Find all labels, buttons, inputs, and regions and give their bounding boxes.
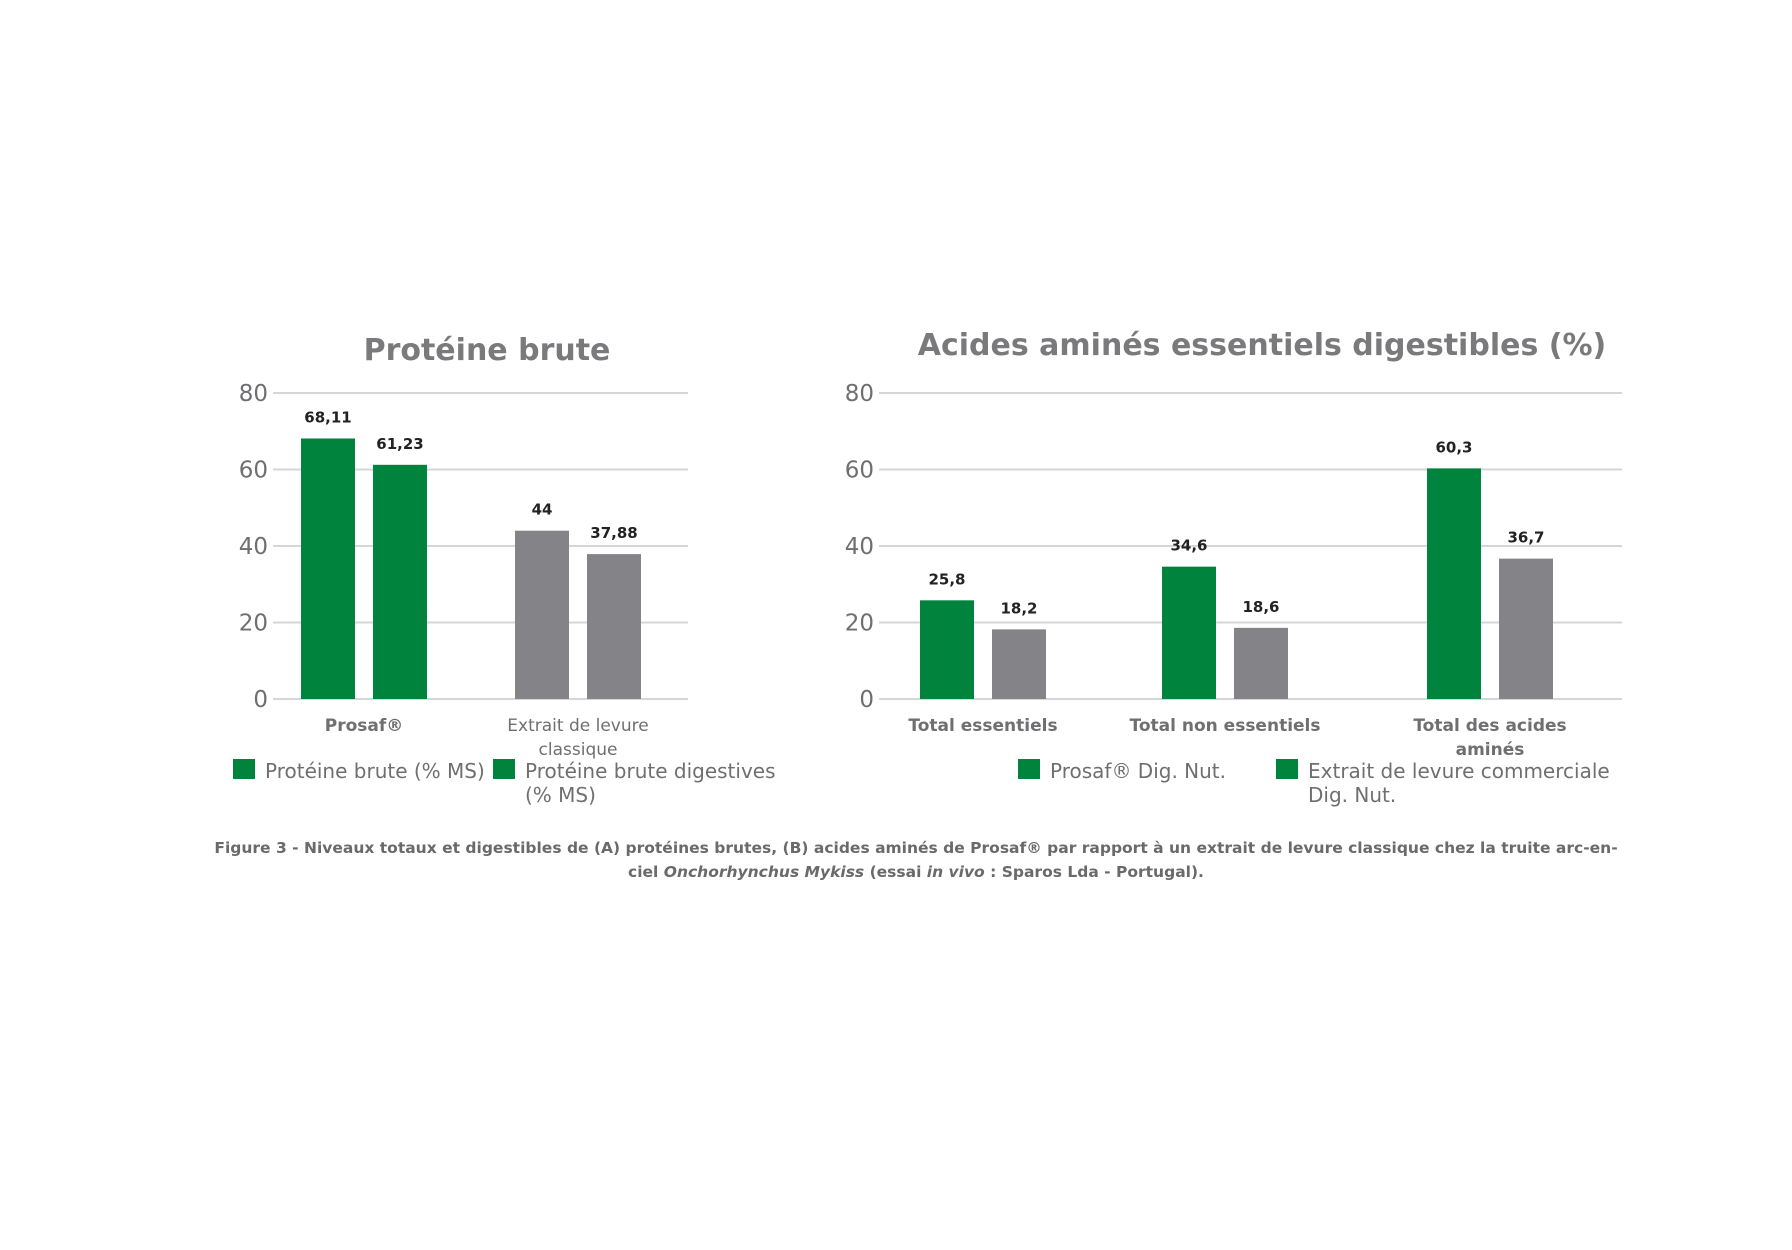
bar	[992, 629, 1046, 699]
legend-label: Prosaf® Dig. Nut.	[1050, 759, 1226, 783]
caption-species: Onchorhynchus Mykiss	[664, 863, 864, 881]
data-label: 37,88	[590, 524, 637, 542]
legend-label: Dig. Nut.	[1308, 783, 1396, 807]
y-tick-label: 0	[859, 687, 874, 713]
legend-swatch	[233, 759, 255, 779]
bar	[587, 554, 641, 699]
legend-label: Extrait de levure commerciale	[1308, 759, 1610, 783]
y-tick-label: 80	[239, 381, 268, 407]
chart-acides-amines: Acides aminés essentiels digestibles (%)…	[845, 328, 1622, 807]
data-label: 61,23	[376, 435, 423, 453]
figure-caption: Figure 3 - Niveaux totaux et digestibles…	[214, 839, 1617, 881]
bar	[920, 600, 974, 699]
category-label: Extrait de levure	[507, 716, 648, 736]
category-label: aminés	[1456, 740, 1525, 760]
bar	[1427, 468, 1481, 699]
y-tick-label: 40	[239, 534, 268, 560]
legend-label: Protéine brute (% MS)	[265, 759, 485, 783]
bar	[1234, 627, 1288, 699]
caption-in-vivo: in vivo	[927, 863, 985, 881]
y-tick-label: 60	[239, 458, 268, 484]
data-label: 18,6	[1242, 598, 1279, 616]
data-label: 25,8	[928, 570, 965, 588]
bar	[1499, 558, 1553, 699]
bar	[1162, 566, 1216, 699]
y-tick-label: 80	[845, 381, 874, 407]
bar	[515, 530, 569, 699]
data-label: 34,6	[1170, 537, 1207, 555]
legend-label: (% MS)	[525, 783, 596, 807]
y-tick-label: 0	[253, 687, 268, 713]
bar	[373, 464, 427, 699]
data-label: 44	[532, 501, 553, 519]
category-label: classique	[539, 740, 618, 760]
caption-line-2-part: (essai	[864, 863, 927, 881]
caption-line-2-part: ciel	[628, 863, 664, 881]
caption-line-2: ciel Onchorhynchus Mykiss (essai in vivo…	[628, 863, 1204, 881]
legend-swatch	[493, 759, 515, 779]
category-label: Prosaf®	[325, 716, 404, 736]
data-label: 36,7	[1507, 529, 1544, 547]
y-tick-label: 40	[845, 534, 874, 560]
legend-label: Protéine brute digestives	[525, 759, 776, 783]
y-tick-label: 20	[239, 611, 268, 637]
chart-title: Protéine brute	[364, 333, 611, 368]
data-label: 68,11	[304, 408, 351, 426]
data-label: 18,2	[1000, 599, 1037, 617]
y-tick-label: 60	[845, 458, 874, 484]
chart-title: Acides aminés essentiels digestibles (%)	[918, 328, 1606, 363]
data-label: 60,3	[1435, 438, 1472, 456]
category-label: Total essentiels	[908, 716, 1057, 736]
chart-proteine-brute: Protéine brute 0 20 40 60 80 68,11 61,23 Prosaf®…	[233, 333, 776, 807]
caption-line-1: Figure 3 - Niveaux totaux et digestibles…	[214, 839, 1617, 857]
bar	[301, 438, 355, 699]
caption-line-2-part: : Sparos Lda - Portugal).	[985, 863, 1204, 881]
category-label: Total des acides	[1413, 716, 1566, 736]
legend-swatch	[1018, 759, 1040, 779]
legend-swatch	[1276, 759, 1298, 779]
y-tick-label: 20	[845, 611, 874, 637]
category-label: Total non essentiels	[1130, 716, 1321, 736]
